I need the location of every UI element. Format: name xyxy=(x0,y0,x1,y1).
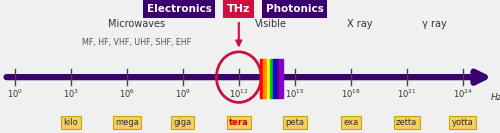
Text: mega: mega xyxy=(115,118,139,127)
Text: $10^{15}$: $10^{15}$ xyxy=(285,88,304,100)
Text: yotta: yotta xyxy=(452,118,473,127)
Text: Hz: Hz xyxy=(490,93,500,102)
Text: $10^{3}$: $10^{3}$ xyxy=(63,88,79,100)
Bar xyxy=(276,59,280,98)
Text: $10^{21}$: $10^{21}$ xyxy=(397,88,416,100)
Text: Visible: Visible xyxy=(254,19,286,29)
Bar xyxy=(264,59,266,98)
Text: $10^{9}$: $10^{9}$ xyxy=(175,88,191,100)
Text: Electronics: Electronics xyxy=(146,4,212,14)
Text: $10^{0}$: $10^{0}$ xyxy=(7,88,23,100)
Bar xyxy=(280,59,282,98)
Text: $10^{12}$: $10^{12}$ xyxy=(229,88,248,100)
Bar xyxy=(260,59,264,98)
Text: X ray: X ray xyxy=(348,19,373,29)
Text: γ ray: γ ray xyxy=(422,19,447,29)
Text: kilo: kilo xyxy=(64,118,78,127)
Text: $10^{24}$: $10^{24}$ xyxy=(452,88,472,100)
Text: exa: exa xyxy=(343,118,358,127)
Bar xyxy=(270,59,273,98)
Text: Microwaves: Microwaves xyxy=(108,19,165,29)
Text: MF, HF, VHF, UHF, SHF, EHF: MF, HF, VHF, UHF, SHF, EHF xyxy=(82,38,191,47)
Bar xyxy=(266,59,270,98)
Text: $10^{6}$: $10^{6}$ xyxy=(119,88,135,100)
Text: $10^{18}$: $10^{18}$ xyxy=(341,88,360,100)
Text: Photonics: Photonics xyxy=(266,4,324,14)
Text: tera: tera xyxy=(229,118,248,127)
Bar xyxy=(273,59,276,98)
Text: THz: THz xyxy=(227,4,250,14)
Text: peta: peta xyxy=(286,118,304,127)
Text: giga: giga xyxy=(174,118,192,127)
Text: zetta: zetta xyxy=(396,118,417,127)
